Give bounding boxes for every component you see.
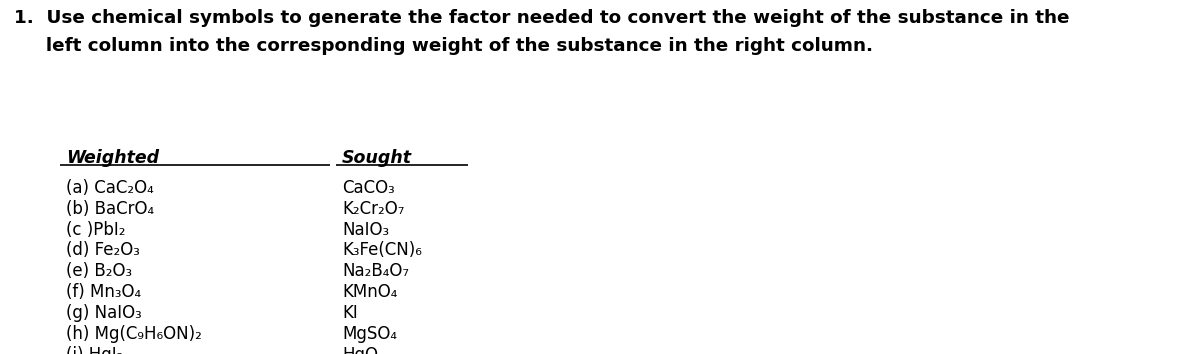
Text: K₃Fe(CN)₆: K₃Fe(CN)₆ bbox=[342, 241, 422, 259]
Text: MgSO₄: MgSO₄ bbox=[342, 325, 397, 343]
Text: (b) BaCrO₄: (b) BaCrO₄ bbox=[66, 200, 154, 218]
Text: (d) Fe₂O₃: (d) Fe₂O₃ bbox=[66, 241, 140, 259]
Text: KI: KI bbox=[342, 304, 358, 322]
Text: CaCO₃: CaCO₃ bbox=[342, 179, 395, 197]
Text: (a) CaC₂O₄: (a) CaC₂O₄ bbox=[66, 179, 154, 197]
Text: K₂Cr₂O₇: K₂Cr₂O₇ bbox=[342, 200, 404, 218]
Text: HgO: HgO bbox=[342, 346, 378, 354]
Text: Na₂B₄O₇: Na₂B₄O₇ bbox=[342, 262, 409, 280]
Text: (c )PbI₂: (c )PbI₂ bbox=[66, 221, 126, 239]
Text: KMnO₄: KMnO₄ bbox=[342, 283, 397, 301]
Text: left column into the corresponding weight of the substance in the right column.: left column into the corresponding weigh… bbox=[14, 37, 874, 55]
Text: (h) Mg(C₉H₆ON)₂: (h) Mg(C₉H₆ON)₂ bbox=[66, 325, 202, 343]
Text: Sought: Sought bbox=[342, 149, 412, 167]
Text: (g) NaIO₃: (g) NaIO₃ bbox=[66, 304, 142, 322]
Text: (f) Mn₃O₄: (f) Mn₃O₄ bbox=[66, 283, 142, 301]
Text: (i) HgI₂: (i) HgI₂ bbox=[66, 346, 124, 354]
Text: NaIO₃: NaIO₃ bbox=[342, 221, 389, 239]
Text: (e) B₂O₃: (e) B₂O₃ bbox=[66, 262, 132, 280]
Text: Weighted: Weighted bbox=[66, 149, 160, 167]
Text: 1.  Use chemical symbols to generate the factor needed to convert the weight of : 1. Use chemical symbols to generate the … bbox=[14, 9, 1070, 27]
